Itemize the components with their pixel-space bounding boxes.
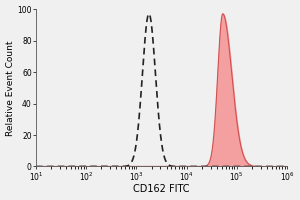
Y-axis label: Relative Event Count: Relative Event Count xyxy=(6,40,15,136)
X-axis label: CD162 FITC: CD162 FITC xyxy=(133,184,190,194)
